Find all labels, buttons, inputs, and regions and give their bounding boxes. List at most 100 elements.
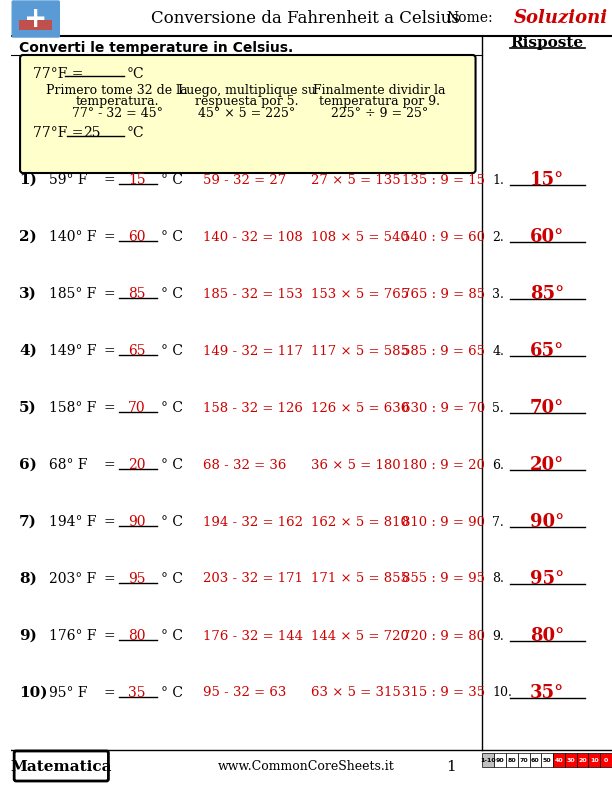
Text: 10: 10 <box>590 757 599 763</box>
Text: 20: 20 <box>128 458 146 472</box>
Text: 70: 70 <box>128 401 146 415</box>
Text: =: = <box>103 629 115 643</box>
Text: 45° × 5 = 225°: 45° × 5 = 225° <box>198 106 296 120</box>
Text: 15°: 15° <box>530 171 564 189</box>
Text: 162 × 5 = 810: 162 × 5 = 810 <box>311 516 408 528</box>
Text: 1: 1 <box>446 760 456 774</box>
Bar <box>542 753 553 767</box>
Text: 59° F: 59° F <box>48 173 87 187</box>
Text: 68° F: 68° F <box>48 458 87 472</box>
Text: 95 - 32 = 63: 95 - 32 = 63 <box>203 687 286 699</box>
Text: 4.: 4. <box>492 345 504 357</box>
Bar <box>518 753 529 767</box>
Text: =: = <box>103 515 115 529</box>
Text: 149° F: 149° F <box>48 344 96 358</box>
Text: 2): 2) <box>19 230 37 244</box>
Text: 35°: 35° <box>530 684 564 702</box>
FancyBboxPatch shape <box>14 751 108 781</box>
Text: 7.: 7. <box>492 516 504 528</box>
Text: =: = <box>103 287 115 301</box>
Text: 6.: 6. <box>492 459 504 471</box>
Text: =: = <box>103 230 115 244</box>
Text: 3.: 3. <box>492 287 504 300</box>
Text: 63 × 5 = 315: 63 × 5 = 315 <box>311 687 400 699</box>
Text: 4): 4) <box>19 344 37 358</box>
Text: 158 - 32 = 126: 158 - 32 = 126 <box>203 402 302 414</box>
Text: 1.: 1. <box>492 173 504 186</box>
Text: Soluzioni: Soluzioni <box>514 9 608 27</box>
Text: 5): 5) <box>19 401 37 415</box>
Text: temperatura.: temperatura. <box>75 94 159 108</box>
Text: 90: 90 <box>128 515 146 529</box>
Text: 765 : 9 = 85: 765 : 9 = 85 <box>402 287 485 300</box>
Text: 60°: 60° <box>530 228 564 246</box>
Text: 35: 35 <box>128 686 146 700</box>
Text: 630 : 9 = 70: 630 : 9 = 70 <box>402 402 485 414</box>
FancyBboxPatch shape <box>12 1 59 37</box>
Text: 8.: 8. <box>492 573 504 585</box>
Text: 80: 80 <box>507 757 516 763</box>
Text: ° C: ° C <box>162 629 184 643</box>
Text: 176 - 32 = 144: 176 - 32 = 144 <box>203 630 303 642</box>
Text: 203 - 32 = 171: 203 - 32 = 171 <box>203 573 303 585</box>
Text: 117 × 5 = 585: 117 × 5 = 585 <box>311 345 408 357</box>
Text: 50: 50 <box>543 757 551 763</box>
Text: 77° - 32 = 45°: 77° - 32 = 45° <box>72 106 163 120</box>
Text: 60: 60 <box>128 230 146 244</box>
Text: ° C: ° C <box>162 401 184 415</box>
Text: 315 : 9 = 35: 315 : 9 = 35 <box>402 687 485 699</box>
Text: ° C: ° C <box>162 572 184 586</box>
Text: °C: °C <box>127 126 144 140</box>
Text: Conversione da Fahrenheit a Celsius: Conversione da Fahrenheit a Celsius <box>151 10 460 26</box>
Text: 140 - 32 = 108: 140 - 32 = 108 <box>203 230 302 243</box>
Text: 720 : 9 = 80: 720 : 9 = 80 <box>402 630 485 642</box>
Bar <box>577 753 589 767</box>
Text: 36 × 5 = 180: 36 × 5 = 180 <box>311 459 400 471</box>
Text: °C: °C <box>127 67 144 81</box>
Text: Luego, multiplique su: Luego, multiplique su <box>178 83 316 97</box>
Text: Finalmente dividir la: Finalmente dividir la <box>313 83 446 97</box>
Bar <box>553 753 565 767</box>
Bar <box>589 753 600 767</box>
Text: =: = <box>103 458 115 472</box>
Text: 2.: 2. <box>492 230 504 243</box>
Text: 95: 95 <box>128 572 146 586</box>
Text: 20°: 20° <box>530 456 564 474</box>
Text: 3): 3) <box>19 287 37 301</box>
Text: 9): 9) <box>19 629 37 643</box>
Text: 27 × 5 = 135: 27 × 5 = 135 <box>311 173 400 186</box>
Text: 60: 60 <box>531 757 540 763</box>
Text: 15: 15 <box>128 173 146 187</box>
Text: 7): 7) <box>19 515 37 529</box>
Text: www.CommonCoreSheets.it: www.CommonCoreSheets.it <box>217 760 394 774</box>
Text: ° C: ° C <box>162 344 184 358</box>
Text: 30: 30 <box>567 757 575 763</box>
Text: 70: 70 <box>520 757 528 763</box>
Text: 194° F: 194° F <box>48 515 96 529</box>
Text: 85°: 85° <box>530 285 564 303</box>
Bar <box>506 753 518 767</box>
Text: 540 : 9 = 60: 540 : 9 = 60 <box>402 230 485 243</box>
Text: 153 × 5 = 765: 153 × 5 = 765 <box>311 287 409 300</box>
Text: 194 - 32 = 162: 194 - 32 = 162 <box>203 516 303 528</box>
Text: 90°: 90° <box>530 513 564 531</box>
Text: 77°F =: 77°F = <box>33 126 88 140</box>
Text: temperatura por 9.: temperatura por 9. <box>319 94 440 108</box>
Text: 126 × 5 = 630: 126 × 5 = 630 <box>311 402 409 414</box>
Text: ° C: ° C <box>162 458 184 472</box>
Text: =: = <box>103 344 115 358</box>
Text: 1): 1) <box>19 173 37 187</box>
Text: 144 × 5 = 720: 144 × 5 = 720 <box>311 630 408 642</box>
Text: 40: 40 <box>554 757 563 763</box>
Text: +: + <box>24 5 48 33</box>
Text: =: = <box>103 401 115 415</box>
Text: 108 × 5 = 540: 108 × 5 = 540 <box>311 230 408 243</box>
Text: ° C: ° C <box>162 287 184 301</box>
Text: 180 : 9 = 20: 180 : 9 = 20 <box>402 459 485 471</box>
Bar <box>19 20 53 30</box>
Text: Primero tome 32 de la: Primero tome 32 de la <box>47 83 188 97</box>
Text: ° C: ° C <box>162 686 184 700</box>
Text: 158° F: 158° F <box>48 401 96 415</box>
FancyBboxPatch shape <box>20 55 476 173</box>
Text: 85: 85 <box>128 287 146 301</box>
